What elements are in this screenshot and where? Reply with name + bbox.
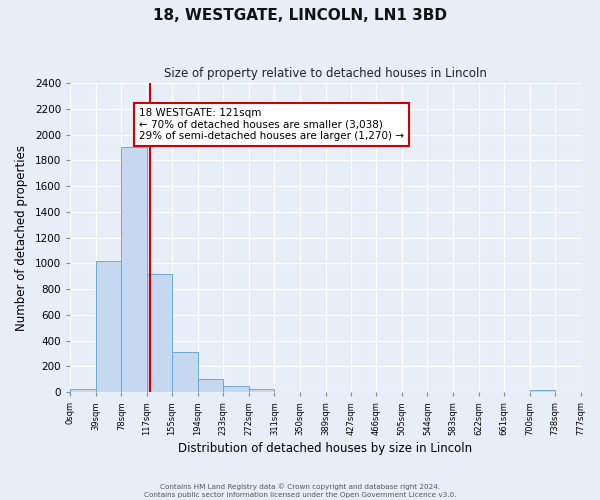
Bar <box>197 378 223 392</box>
Bar <box>530 390 555 392</box>
Text: Contains HM Land Registry data © Crown copyright and database right 2024.
Contai: Contains HM Land Registry data © Crown c… <box>144 484 456 498</box>
Y-axis label: Number of detached properties: Number of detached properties <box>15 144 28 330</box>
Bar <box>70 390 96 392</box>
Text: 18 WESTGATE: 121sqm
← 70% of detached houses are smaller (3,038)
29% of semi-det: 18 WESTGATE: 121sqm ← 70% of detached ho… <box>139 108 404 141</box>
Bar <box>223 386 249 392</box>
Title: Size of property relative to detached houses in Lincoln: Size of property relative to detached ho… <box>164 68 487 80</box>
Text: 18, WESTGATE, LINCOLN, LN1 3BD: 18, WESTGATE, LINCOLN, LN1 3BD <box>153 8 447 22</box>
Bar <box>147 274 172 392</box>
Bar <box>96 260 121 392</box>
Bar <box>172 352 197 392</box>
X-axis label: Distribution of detached houses by size in Lincoln: Distribution of detached houses by size … <box>178 442 472 455</box>
Bar <box>121 148 147 392</box>
Bar <box>249 390 274 392</box>
